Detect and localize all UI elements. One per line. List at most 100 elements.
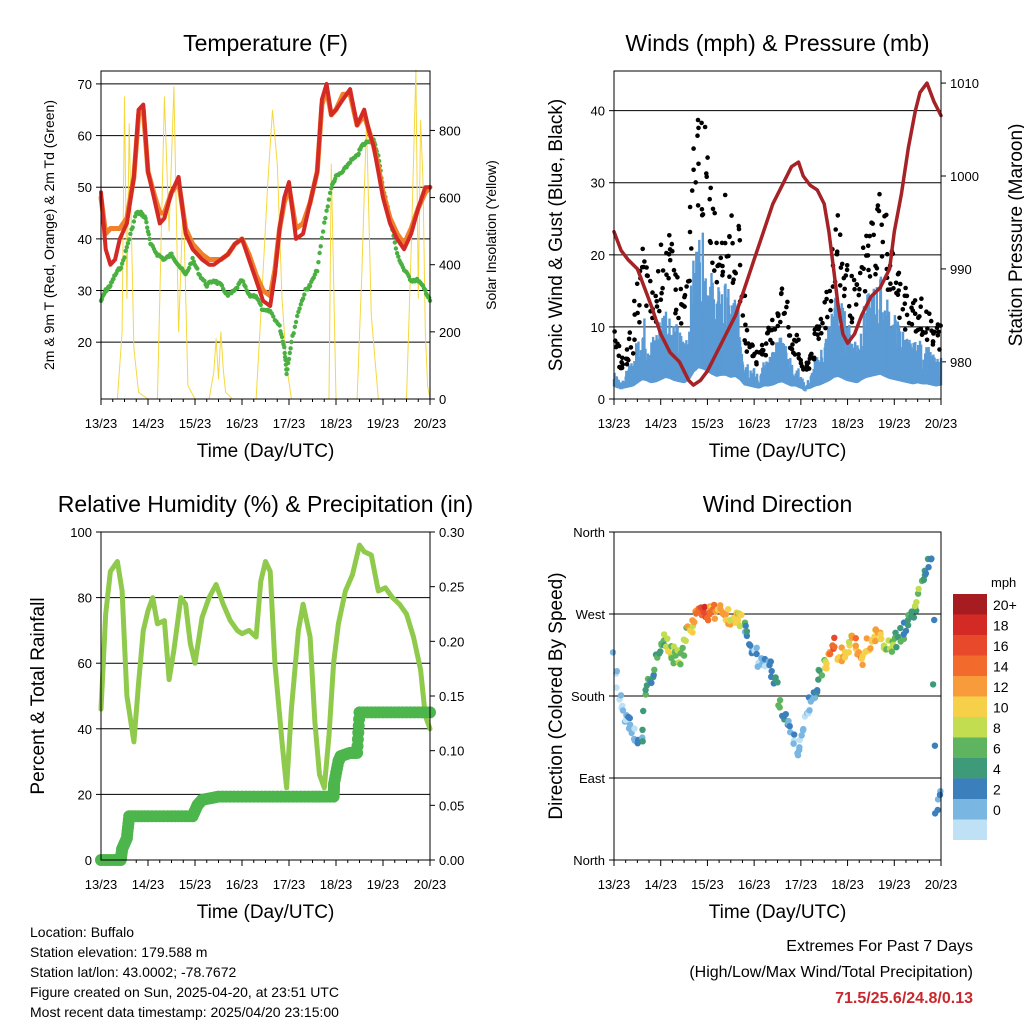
dewpoint-point [191, 259, 196, 264]
dewpoint-point [287, 350, 292, 356]
y-right-tick-label: 0.30 [439, 525, 464, 540]
direction-point [878, 635, 885, 643]
gust-point [700, 212, 706, 217]
gust-point [849, 273, 854, 279]
dewpoint-point [324, 208, 329, 213]
colorbar-swatch [953, 614, 987, 635]
direction-point [701, 603, 708, 611]
dewpoint-point [288, 346, 293, 351]
dewpoint-point [327, 190, 333, 196]
direction-point [722, 611, 730, 618]
gust-point [932, 329, 937, 335]
dewpoint-point [132, 214, 138, 219]
colorbar-swatch [953, 799, 987, 820]
colorbar-swatch [953, 737, 987, 758]
gust-point [759, 342, 765, 348]
x-tick-label: 13/23 [598, 877, 631, 892]
dewpoint-point [241, 279, 246, 284]
y-tick-label: North [573, 853, 605, 868]
direction-point [626, 714, 633, 722]
dewpoint-point [186, 265, 192, 271]
gust-point [637, 320, 642, 325]
colorbar-label: 14 [993, 659, 1009, 675]
gust-point [772, 327, 778, 332]
dewpoint-point [394, 251, 400, 256]
direction-point [872, 637, 879, 645]
direction-point [831, 643, 838, 651]
y-right-tick-label: 400 [439, 258, 461, 273]
colorbar-label: 8 [993, 720, 1001, 736]
gust-point [644, 265, 649, 270]
dewpoint-point [146, 232, 151, 237]
direction-point [790, 740, 797, 747]
x-axis-label: Time (Day/UTC) [197, 902, 335, 923]
gust-point [846, 303, 852, 309]
x-axis-label: Time (Day/UTC) [709, 441, 847, 462]
gust-point [712, 210, 717, 216]
gust-point [818, 316, 824, 322]
y-tick-label: 20 [591, 248, 605, 263]
gust-point [653, 293, 658, 299]
plot-frame [100, 70, 431, 400]
gust-point [705, 155, 710, 160]
x-tick-label: 19/23 [367, 416, 400, 431]
gust-point [695, 117, 701, 123]
gust-point [696, 125, 701, 131]
y-right-tick-label: 0.05 [439, 798, 464, 813]
x-tick-label: 13/23 [598, 416, 631, 431]
gust-point [727, 274, 732, 280]
gust-point [811, 355, 817, 361]
direction-point [867, 645, 874, 652]
y-right-tick-label: 0.20 [439, 634, 464, 649]
direction-point [742, 622, 749, 630]
dewpoint-point [122, 255, 127, 260]
gust-point [877, 191, 882, 197]
gust-point [930, 339, 936, 345]
direction-point [613, 668, 620, 675]
gust-point [893, 280, 899, 286]
x-tick-label: 20/23 [925, 416, 958, 431]
gust-point [912, 311, 918, 317]
gust-point [708, 185, 713, 191]
x-tick-label: 19/23 [878, 416, 911, 431]
direction-point [747, 642, 754, 649]
gust-point [675, 275, 680, 280]
gust-point [809, 351, 814, 357]
direction-point [640, 707, 647, 715]
x-tick-label: 20/23 [414, 416, 447, 431]
plot-frame [613, 531, 942, 861]
gust-point [823, 325, 828, 331]
x-tick-label: 16/23 [738, 416, 771, 431]
y-right-axis-label: Station Pressure (Maroon) [1006, 124, 1024, 347]
dewpoint-point [286, 356, 292, 362]
direction-point [806, 707, 813, 714]
gust-point [720, 263, 725, 269]
gust-point [746, 341, 751, 346]
gust-point [875, 203, 881, 208]
direction-point [691, 618, 698, 626]
dewpoint-point [219, 283, 225, 288]
gust-point [678, 321, 684, 326]
gust-point [620, 362, 626, 367]
x-tick-label: 16/23 [738, 877, 771, 892]
y-right-tick-label: 0 [439, 392, 446, 407]
gust-point [673, 307, 679, 313]
gust-point [699, 207, 705, 212]
gust-point [785, 299, 790, 305]
gust-point [695, 133, 700, 138]
gust-point [702, 124, 708, 130]
gust-point [695, 203, 701, 208]
dewpoint-point [202, 278, 207, 283]
gust-point [720, 269, 726, 275]
dewpoint-point [396, 254, 401, 259]
dewpoint-point [298, 302, 303, 307]
gust-point [839, 261, 845, 267]
y-tick-label: 0 [598, 392, 605, 407]
direction-point [852, 635, 859, 642]
dewpoint-point [131, 219, 137, 224]
gust-point [743, 322, 748, 328]
colorbar-label: 20+ [993, 597, 1017, 613]
direction-point [672, 652, 679, 659]
x-tick-label: 13/23 [85, 416, 118, 431]
